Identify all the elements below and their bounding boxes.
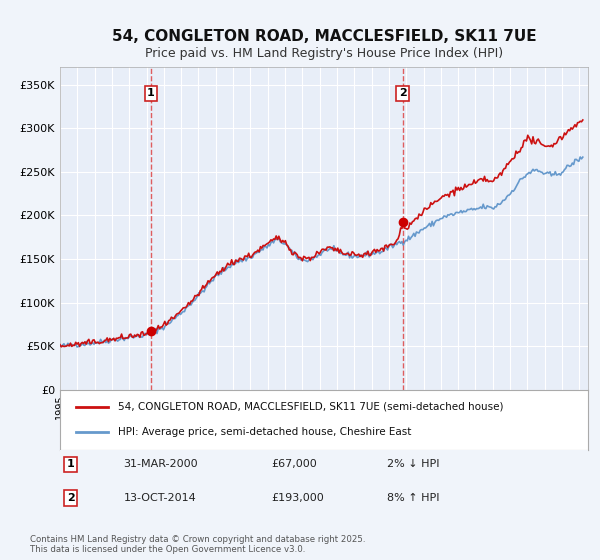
Text: 1: 1: [147, 88, 155, 99]
Text: 2: 2: [67, 493, 74, 503]
Text: 2% ↓ HPI: 2% ↓ HPI: [388, 459, 440, 469]
Text: 54, CONGLETON ROAD, MACCLESFIELD, SK11 7UE (semi-detached house): 54, CONGLETON ROAD, MACCLESFIELD, SK11 7…: [118, 402, 503, 412]
Text: 54, CONGLETON ROAD, MACCLESFIELD, SK11 7UE: 54, CONGLETON ROAD, MACCLESFIELD, SK11 7…: [112, 29, 536, 44]
Text: 1: 1: [67, 459, 74, 469]
Text: Contains HM Land Registry data © Crown copyright and database right 2025.
This d: Contains HM Land Registry data © Crown c…: [30, 535, 365, 554]
Text: 2: 2: [399, 88, 406, 99]
Text: HPI: Average price, semi-detached house, Cheshire East: HPI: Average price, semi-detached house,…: [118, 427, 412, 437]
Text: 13-OCT-2014: 13-OCT-2014: [124, 493, 196, 503]
Text: £193,000: £193,000: [271, 493, 324, 503]
Text: £67,000: £67,000: [271, 459, 317, 469]
Text: Price paid vs. HM Land Registry's House Price Index (HPI): Price paid vs. HM Land Registry's House …: [145, 46, 503, 60]
Text: 8% ↑ HPI: 8% ↑ HPI: [388, 493, 440, 503]
Text: 31-MAR-2000: 31-MAR-2000: [124, 459, 198, 469]
